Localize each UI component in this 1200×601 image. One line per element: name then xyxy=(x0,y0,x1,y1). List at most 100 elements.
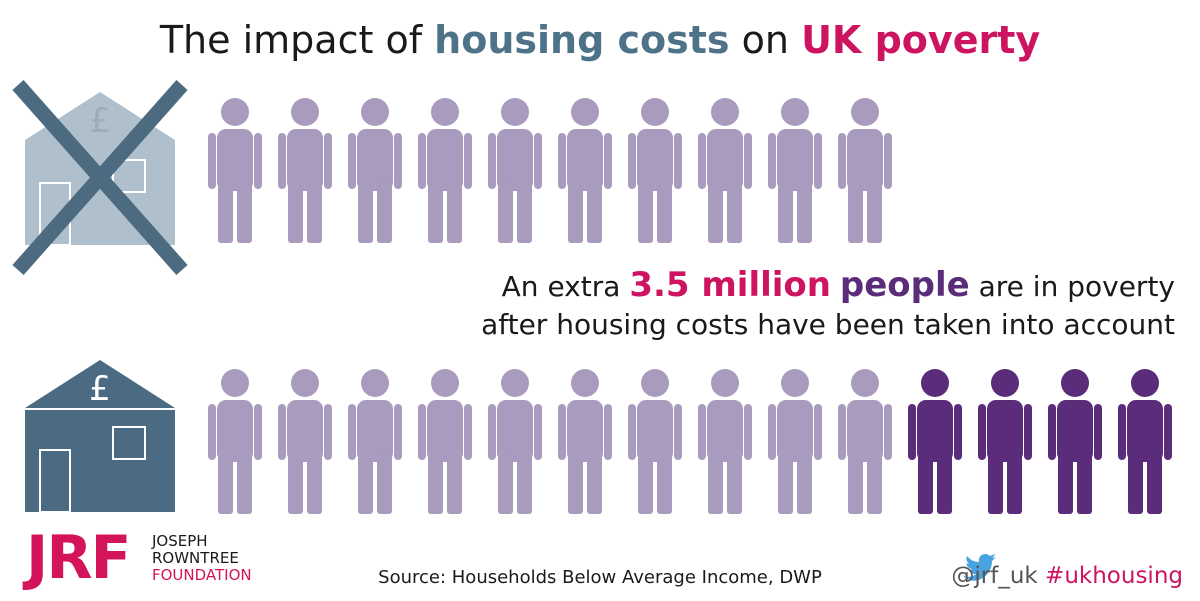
arm xyxy=(908,404,916,460)
window xyxy=(112,426,146,460)
leg xyxy=(568,179,583,243)
arm xyxy=(814,404,822,460)
roof xyxy=(25,360,175,408)
logo-text: FOUNDATION xyxy=(152,566,252,584)
headline-line: An extra 3.5 million people are in pover… xyxy=(502,265,1175,305)
person-icon xyxy=(418,369,472,514)
torso xyxy=(567,400,603,462)
logo-mark: JRF xyxy=(22,523,130,593)
person-icon xyxy=(698,369,752,514)
leg xyxy=(288,179,303,243)
head xyxy=(781,369,809,397)
arm xyxy=(604,133,612,189)
person-icon xyxy=(558,369,612,514)
leg xyxy=(638,450,653,514)
arm xyxy=(1094,404,1102,460)
leg xyxy=(307,179,322,243)
arm xyxy=(534,133,542,189)
arm xyxy=(1024,404,1032,460)
person-icon xyxy=(278,98,332,243)
leg xyxy=(708,179,723,243)
leg xyxy=(797,179,812,243)
title-part: housing costs xyxy=(434,18,729,62)
torso xyxy=(287,129,323,191)
leg xyxy=(428,450,443,514)
torso xyxy=(777,129,813,191)
torso xyxy=(357,400,393,462)
person-icon xyxy=(698,98,752,243)
arm xyxy=(768,133,776,189)
torso xyxy=(287,400,323,462)
pound-sign: £ xyxy=(89,101,111,141)
torso xyxy=(567,129,603,191)
torso xyxy=(497,129,533,191)
arm xyxy=(1118,404,1126,460)
person-icon xyxy=(348,98,402,243)
leg xyxy=(1077,450,1092,514)
person-icon xyxy=(488,98,542,243)
arm xyxy=(744,133,752,189)
leg xyxy=(307,450,322,514)
arm xyxy=(418,404,426,460)
leg xyxy=(1007,450,1022,514)
arm xyxy=(488,404,496,460)
person-icon xyxy=(838,98,892,243)
person-icon xyxy=(208,98,262,243)
person-icon xyxy=(348,369,402,514)
torso xyxy=(777,400,813,462)
head xyxy=(1061,369,1089,397)
torso xyxy=(637,129,673,191)
head xyxy=(221,369,249,397)
arm xyxy=(348,404,356,460)
person-icon xyxy=(628,369,682,514)
arm xyxy=(534,404,542,460)
arm xyxy=(814,133,822,189)
torso xyxy=(637,400,673,462)
head xyxy=(501,369,529,397)
head xyxy=(851,98,879,126)
person-icon xyxy=(278,369,332,514)
head xyxy=(361,369,389,397)
leg xyxy=(638,179,653,243)
person-icon xyxy=(768,98,822,243)
arm xyxy=(1164,404,1172,460)
head xyxy=(291,369,319,397)
torso xyxy=(707,129,743,191)
head xyxy=(291,98,319,126)
leg xyxy=(587,179,602,243)
arm xyxy=(254,404,262,460)
arm xyxy=(418,133,426,189)
person-icon xyxy=(628,98,682,243)
arm xyxy=(208,404,216,460)
torso xyxy=(917,400,953,462)
head xyxy=(431,369,459,397)
arm xyxy=(674,404,682,460)
leg xyxy=(708,450,723,514)
leg xyxy=(587,450,602,514)
arm xyxy=(278,404,286,460)
arm xyxy=(394,133,402,189)
arm xyxy=(558,404,566,460)
leg xyxy=(358,179,373,243)
torso xyxy=(217,400,253,462)
headline-part: An extra xyxy=(502,270,621,303)
leg xyxy=(517,450,532,514)
house-after: £ xyxy=(25,360,175,513)
arm xyxy=(698,133,706,189)
pound-sign: £ xyxy=(89,369,111,409)
arm xyxy=(394,404,402,460)
leg xyxy=(778,179,793,243)
head xyxy=(641,98,669,126)
person-icon xyxy=(488,369,542,514)
leg xyxy=(1147,450,1162,514)
leg xyxy=(568,450,583,514)
head xyxy=(921,369,949,397)
head xyxy=(571,98,599,126)
arm xyxy=(768,404,776,460)
torso xyxy=(427,400,463,462)
head xyxy=(431,98,459,126)
title-part: The impact of xyxy=(159,18,424,62)
hashtag: #ukhousing xyxy=(1045,563,1183,589)
leg xyxy=(428,179,443,243)
arm xyxy=(744,404,752,460)
